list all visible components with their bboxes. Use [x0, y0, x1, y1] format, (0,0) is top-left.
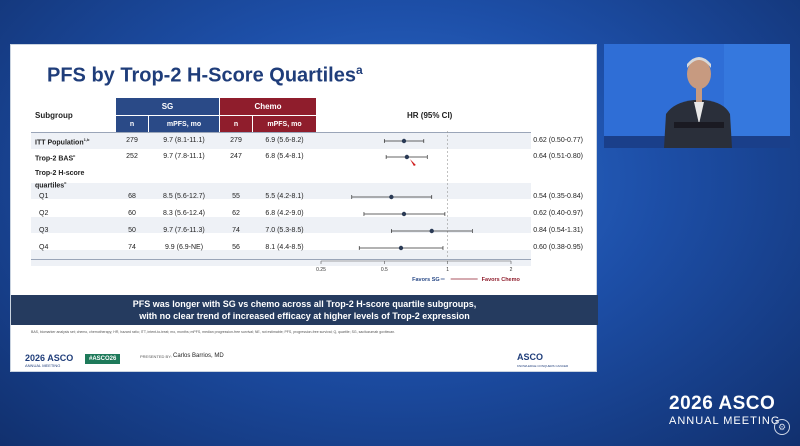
q3-chemo-n: 74	[232, 227, 240, 234]
bas-chemo-mpfs: 6.8 (5.4-8.1)	[265, 153, 304, 160]
q2-sg-mpfs: 8.3 (5.6-12.4)	[162, 210, 206, 217]
q4-sg-mpfs: 9.9 (6.9-NE)	[164, 244, 204, 251]
q4-chemo-n: 56	[232, 244, 240, 251]
x-tick-label: 1	[446, 267, 449, 273]
row-label-itt: ITT Population1,b	[35, 137, 90, 147]
q4-chemo-mpfs: 8.1 (4.4-8.5)	[265, 244, 304, 251]
q1-sg-n: 68	[128, 193, 136, 200]
hr-point	[404, 154, 410, 160]
sg-n-header: n	[116, 116, 148, 132]
q1-chemo-n: 55	[232, 193, 240, 200]
favors-sg-label: Favors SG	[412, 277, 440, 283]
hr-point	[389, 194, 394, 200]
row-label-q2: Q2	[39, 210, 49, 217]
bas-sg-mpfs: 9.7 (7.8-11.1)	[163, 153, 205, 160]
itt-sg-n: 279	[126, 137, 138, 144]
q1-hr: 0.54 (0.35-0.84)	[533, 193, 583, 200]
row-shade	[31, 217, 531, 233]
hr-point	[429, 228, 434, 234]
footer-right-tag: KNOWLEDGE CONQUERS CANCER	[517, 364, 569, 368]
row-shade	[31, 250, 531, 266]
footnote: BAS, biomarker analysis set; chemo, chem…	[31, 330, 396, 334]
itt-chemo-mpfs: 6.9 (5.6-8.2)	[265, 137, 304, 144]
footer-right-brand: ASCO	[517, 352, 544, 362]
row-label-q4: Q4	[39, 244, 49, 251]
slide: PFS by Trop-2 H-Score Quartilesa Subgrou…	[10, 44, 598, 372]
q2-chemo-n: 62	[232, 210, 240, 217]
itt-hr: 0.62 (0.50-0.77)	[533, 137, 583, 144]
settings-icon[interactable]: ⚙	[774, 419, 790, 435]
speaker-silhouette	[604, 44, 790, 148]
sg-mpfs-header: mPFS, mo	[149, 116, 219, 132]
pointer-cursor	[409, 159, 416, 166]
meeting-branding: 2026 ASCO ANNUAL MEETING	[669, 393, 781, 427]
bas-chemo-n: 247	[230, 153, 242, 160]
row-label-q1: Q1	[39, 193, 49, 200]
slide-footer-brand: 2026 ASCO ANNUAL MEETING	[25, 353, 74, 368]
conclusion-banner: PFS was longer with SG vs chemo across a…	[11, 295, 598, 325]
q3-sg-n: 50	[128, 227, 136, 234]
x-tick-label: 0.25	[316, 267, 326, 273]
row-label-bas: Trop-2 BASc	[35, 153, 76, 163]
forest-plot: 0.25 0.5 1 2 Favors SG Favors Chemo	[316, 131, 521, 283]
q2-sg-n: 60	[128, 210, 136, 217]
hr-point	[401, 138, 407, 144]
q2-hr: 0.62 (0.40-0.97)	[533, 210, 583, 217]
q3-hr: 0.84 (0.54-1.31)	[533, 227, 583, 234]
q1-chemo-mpfs: 5.5 (4.2-8.1)	[265, 193, 304, 200]
q3-chemo-mpfs: 7.0 (5.3-8.5)	[265, 227, 304, 234]
hashtag-badge: #ASCO26	[85, 354, 121, 364]
speaker-video	[604, 44, 790, 148]
quartile-heading: Trop-2 H-score quartilesc	[35, 170, 85, 190]
sg-header: SG	[116, 98, 219, 115]
q3-sg-mpfs: 9.7 (7.6-11.3)	[163, 227, 205, 234]
x-tick-label: 2	[510, 267, 513, 273]
row-label-q3: Q3	[39, 227, 49, 234]
hr-point	[398, 245, 404, 251]
chemo-n-header: n	[220, 116, 252, 132]
q2-chemo-mpfs: 6.8 (4.2-9.0)	[265, 210, 304, 217]
itt-sg-mpfs: 9.7 (8.1-11.1)	[163, 137, 205, 144]
favors-chemo-label: Favors Chemo	[482, 277, 521, 283]
presenter-name: Carlos Barrios, MD	[173, 353, 224, 359]
presenter-label: PRESENTED BY:	[140, 354, 172, 359]
q4-hr: 0.60 (0.38-0.95)	[533, 244, 583, 251]
bas-hr: 0.64 (0.51-0.80)	[533, 153, 583, 160]
subgroup-header: Subgroup	[35, 111, 73, 120]
row-shade	[31, 183, 531, 199]
itt-chemo-n: 279	[230, 137, 242, 144]
chemo-mpfs-header: mPFS, mo	[253, 116, 316, 132]
chemo-header: Chemo	[220, 98, 316, 115]
footer-rule	[31, 259, 531, 260]
q1-sg-mpfs: 8.5 (5.6-12.7)	[162, 193, 206, 200]
hr-point	[401, 211, 407, 217]
slide-title: PFS by Trop-2 H-Score Quartilesa	[47, 63, 363, 87]
q4-sg-n: 74	[128, 244, 136, 251]
bas-sg-n: 252	[126, 153, 138, 160]
header-rule	[31, 132, 531, 133]
row-shade	[31, 133, 531, 149]
x-tick-label: 0.5	[381, 267, 388, 273]
hr-header: HR (95% CI)	[407, 111, 453, 120]
